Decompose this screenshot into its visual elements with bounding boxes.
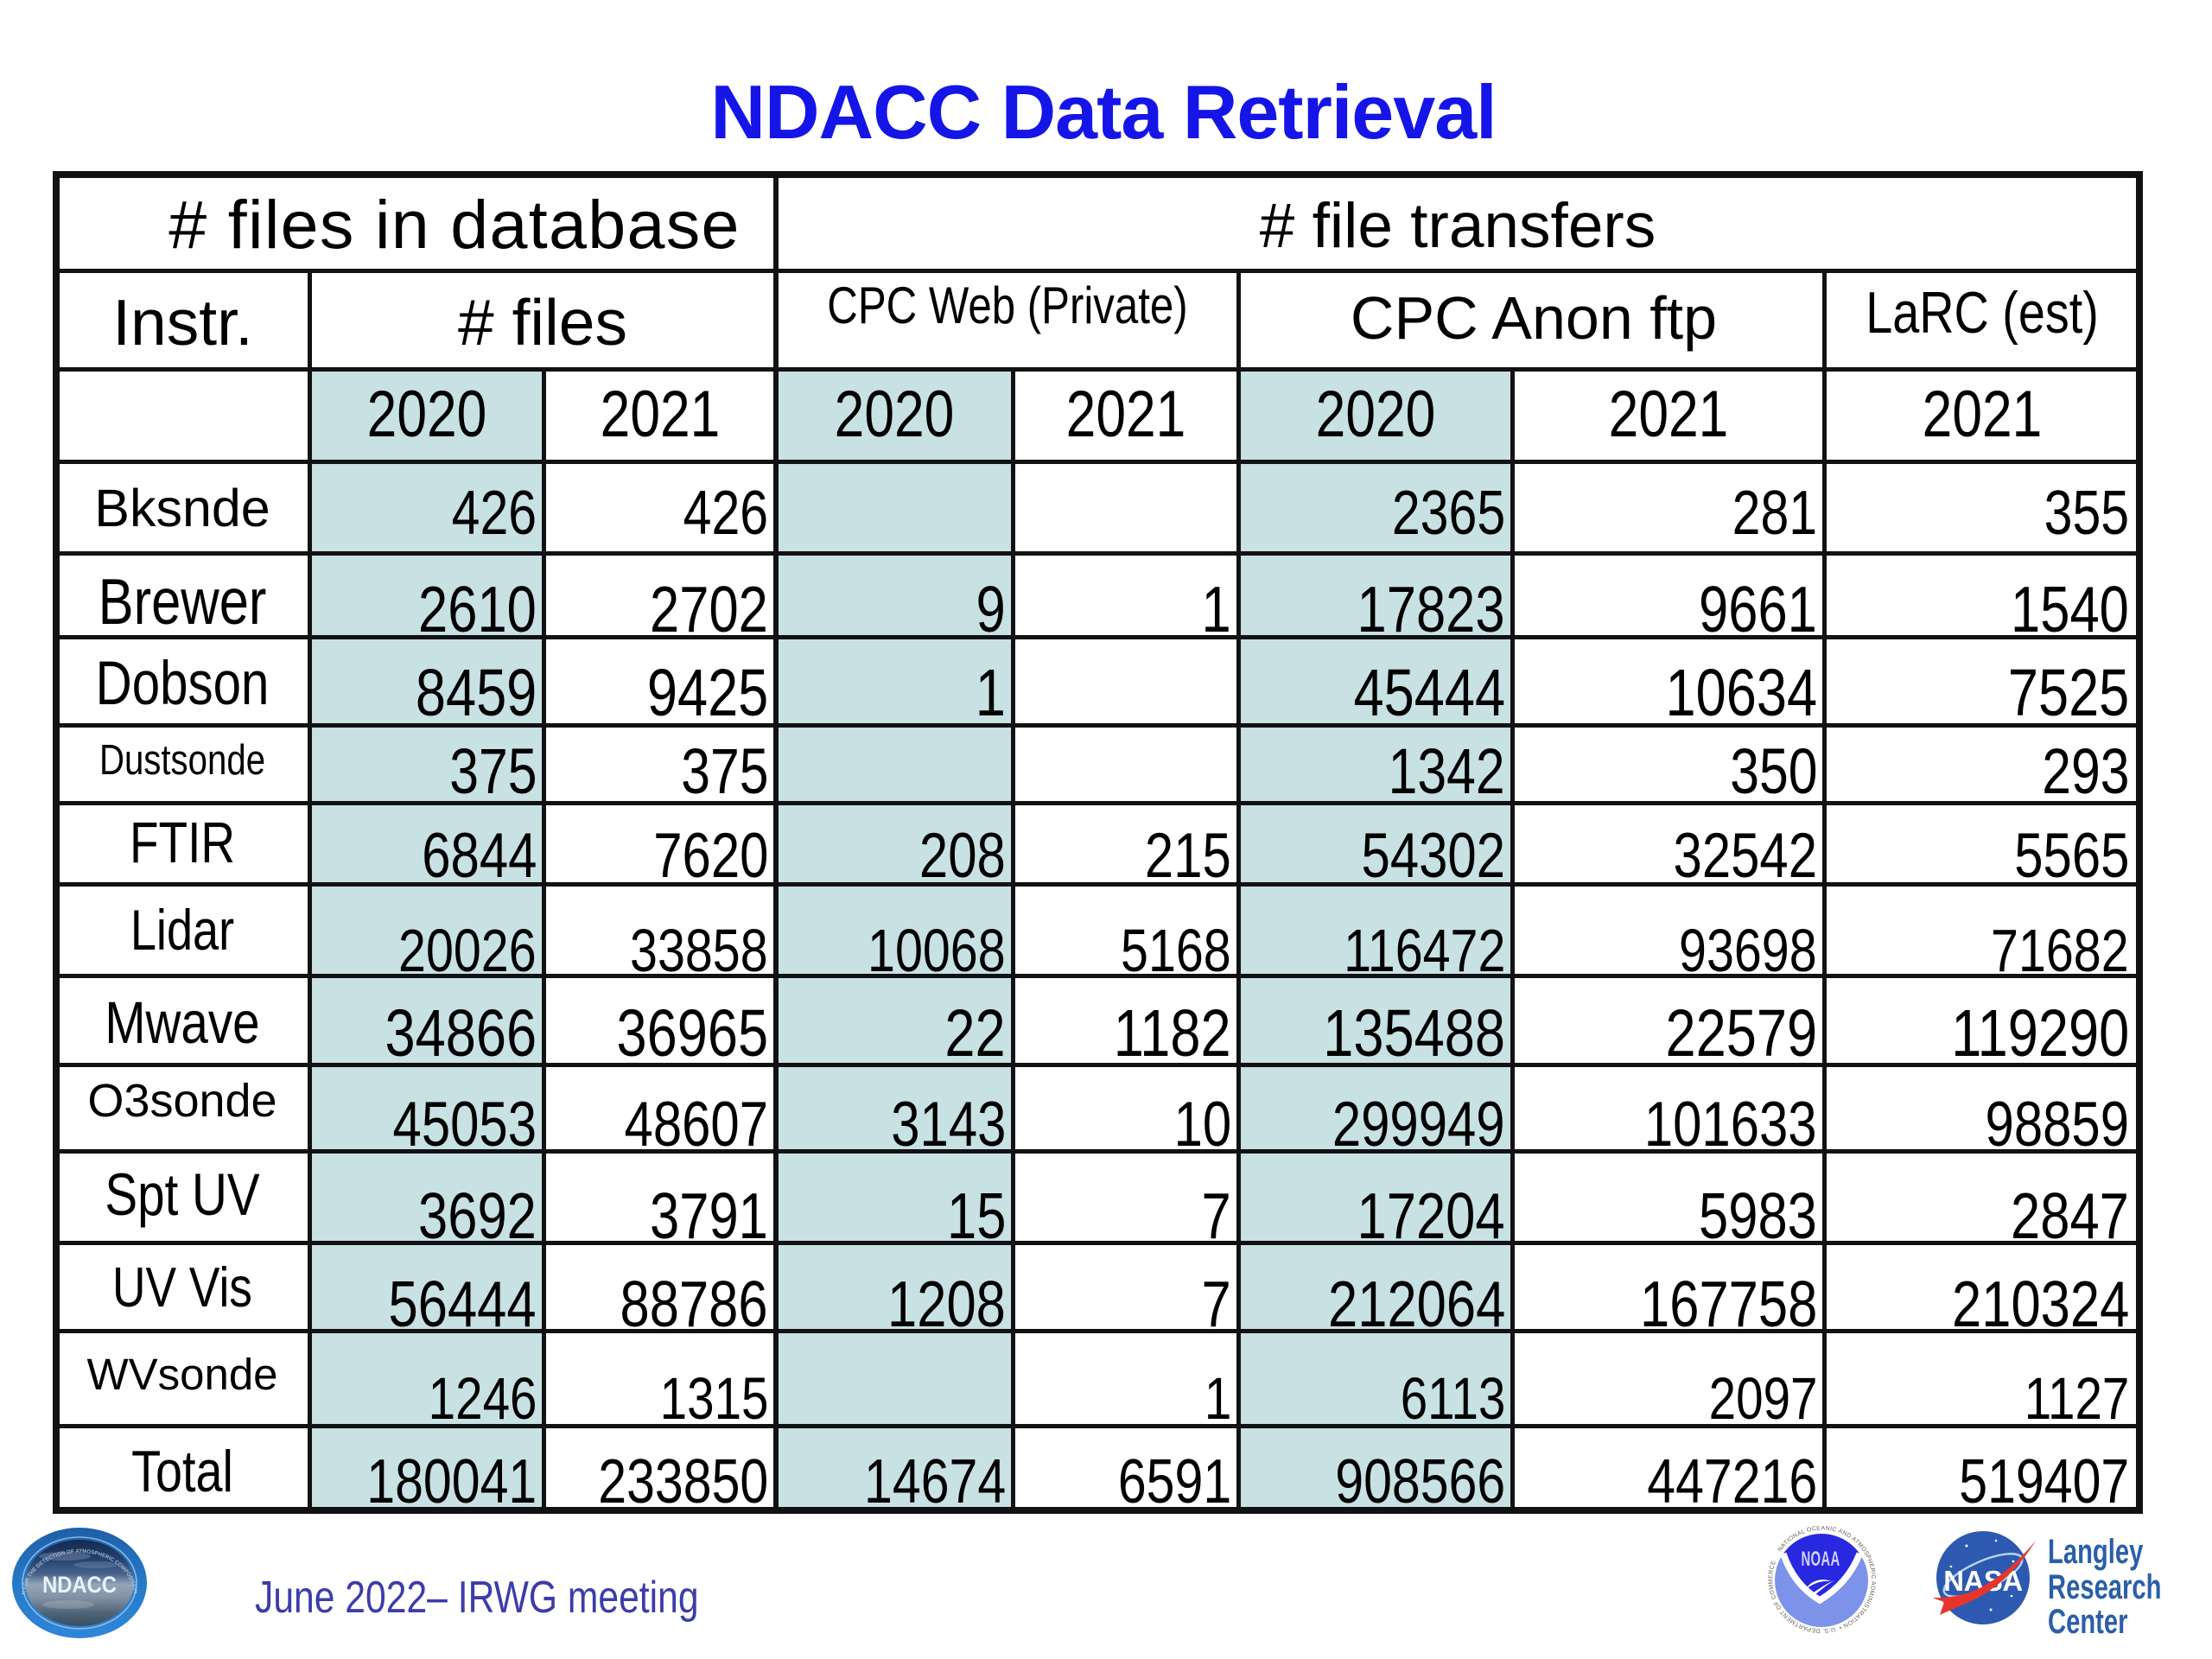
svg-text:NDACC: NDACC	[42, 1573, 117, 1599]
svg-text:NOAA: NOAA	[1801, 1548, 1840, 1571]
